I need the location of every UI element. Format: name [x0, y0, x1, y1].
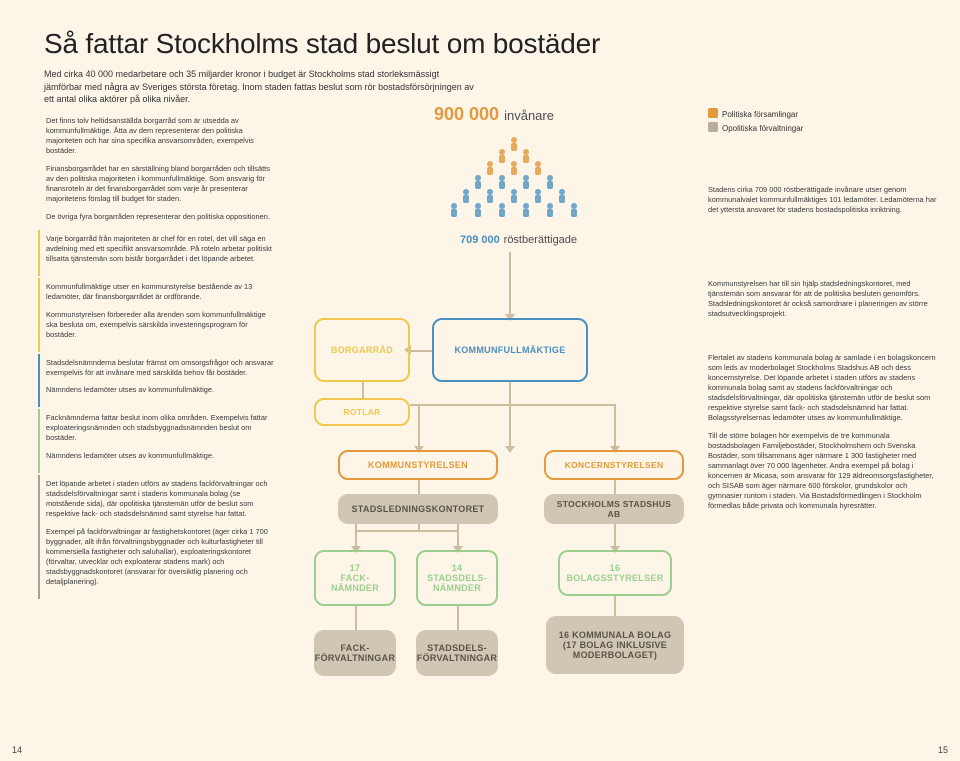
left-column: Det finns tolv heltidsanställda borgarrå… — [44, 110, 274, 730]
page-title: Så fattar Stockholms stad beslut om bost… — [44, 28, 924, 60]
node-borgarrad: BORGARRÅD — [314, 318, 410, 382]
node-kommunalabolag: 16 KOMMUNALA BOLAG (17 BOLAG INKLUSIVE M… — [546, 616, 684, 674]
intro-text: Med cirka 40 000 medarbetare och 35 milj… — [44, 68, 924, 106]
node-kommunfullmaktige: KOMMUNFULLMÄKTIGE — [432, 318, 588, 382]
stat-709k: 709 000 röstberättigade — [460, 230, 577, 246]
node-stadsdelsforv: STADSDELS- FÖRVALTNINGAR — [416, 630, 498, 676]
node-stadshusab: STOCKHOLMS STADSHUS AB — [544, 494, 684, 524]
node-rotlar: ROTLAR — [314, 398, 410, 426]
people-icon-cluster — [424, 128, 604, 228]
legend-swatch-political — [708, 108, 718, 118]
node-stadslednings: STADSLEDNINGSKONTORET — [338, 494, 498, 524]
legend-swatch-apolitical — [708, 122, 718, 132]
stat-900k: 900 000 invånare — [434, 104, 554, 125]
legend: Politiska församlingar Opolitiska förval… — [708, 108, 938, 136]
diagram: 900 000 invånare — [286, 110, 696, 730]
page-spread: Så fattar Stockholms stad beslut om bost… — [0, 0, 960, 761]
node-koncern: KONCERNSTYRELSEN — [544, 450, 684, 480]
node-stadsdelsn: 14 STADSDELS- NÄMNDER — [416, 550, 498, 606]
page-number-right: 15 — [938, 745, 948, 755]
node-fackn: 17 FACK- NÄMNDER — [314, 550, 396, 606]
node-fackforv: FACK- FÖRVALTNINGAR — [314, 630, 396, 676]
right-column: Politiska församlingar Opolitiska förval… — [708, 110, 938, 730]
page-number-left: 14 — [12, 745, 22, 755]
node-bolagsstyrelser: 16 BOLAGSSTYRELSER — [558, 550, 672, 596]
node-kommunstyrelsen: KOMMUNSTYRELSEN — [338, 450, 498, 480]
